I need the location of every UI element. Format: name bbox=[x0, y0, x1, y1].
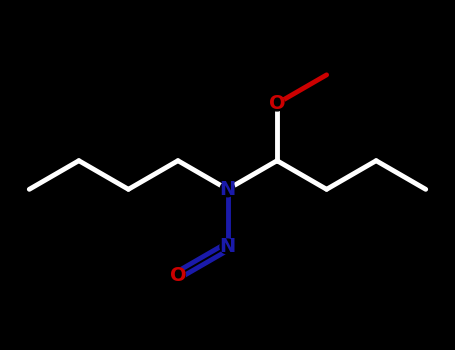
Text: O: O bbox=[170, 266, 186, 285]
Circle shape bbox=[270, 96, 284, 111]
Text: O: O bbox=[269, 94, 285, 113]
Text: N: N bbox=[219, 237, 236, 256]
Text: N: N bbox=[219, 180, 236, 199]
Circle shape bbox=[220, 239, 235, 254]
Circle shape bbox=[220, 182, 235, 197]
Circle shape bbox=[171, 268, 185, 282]
